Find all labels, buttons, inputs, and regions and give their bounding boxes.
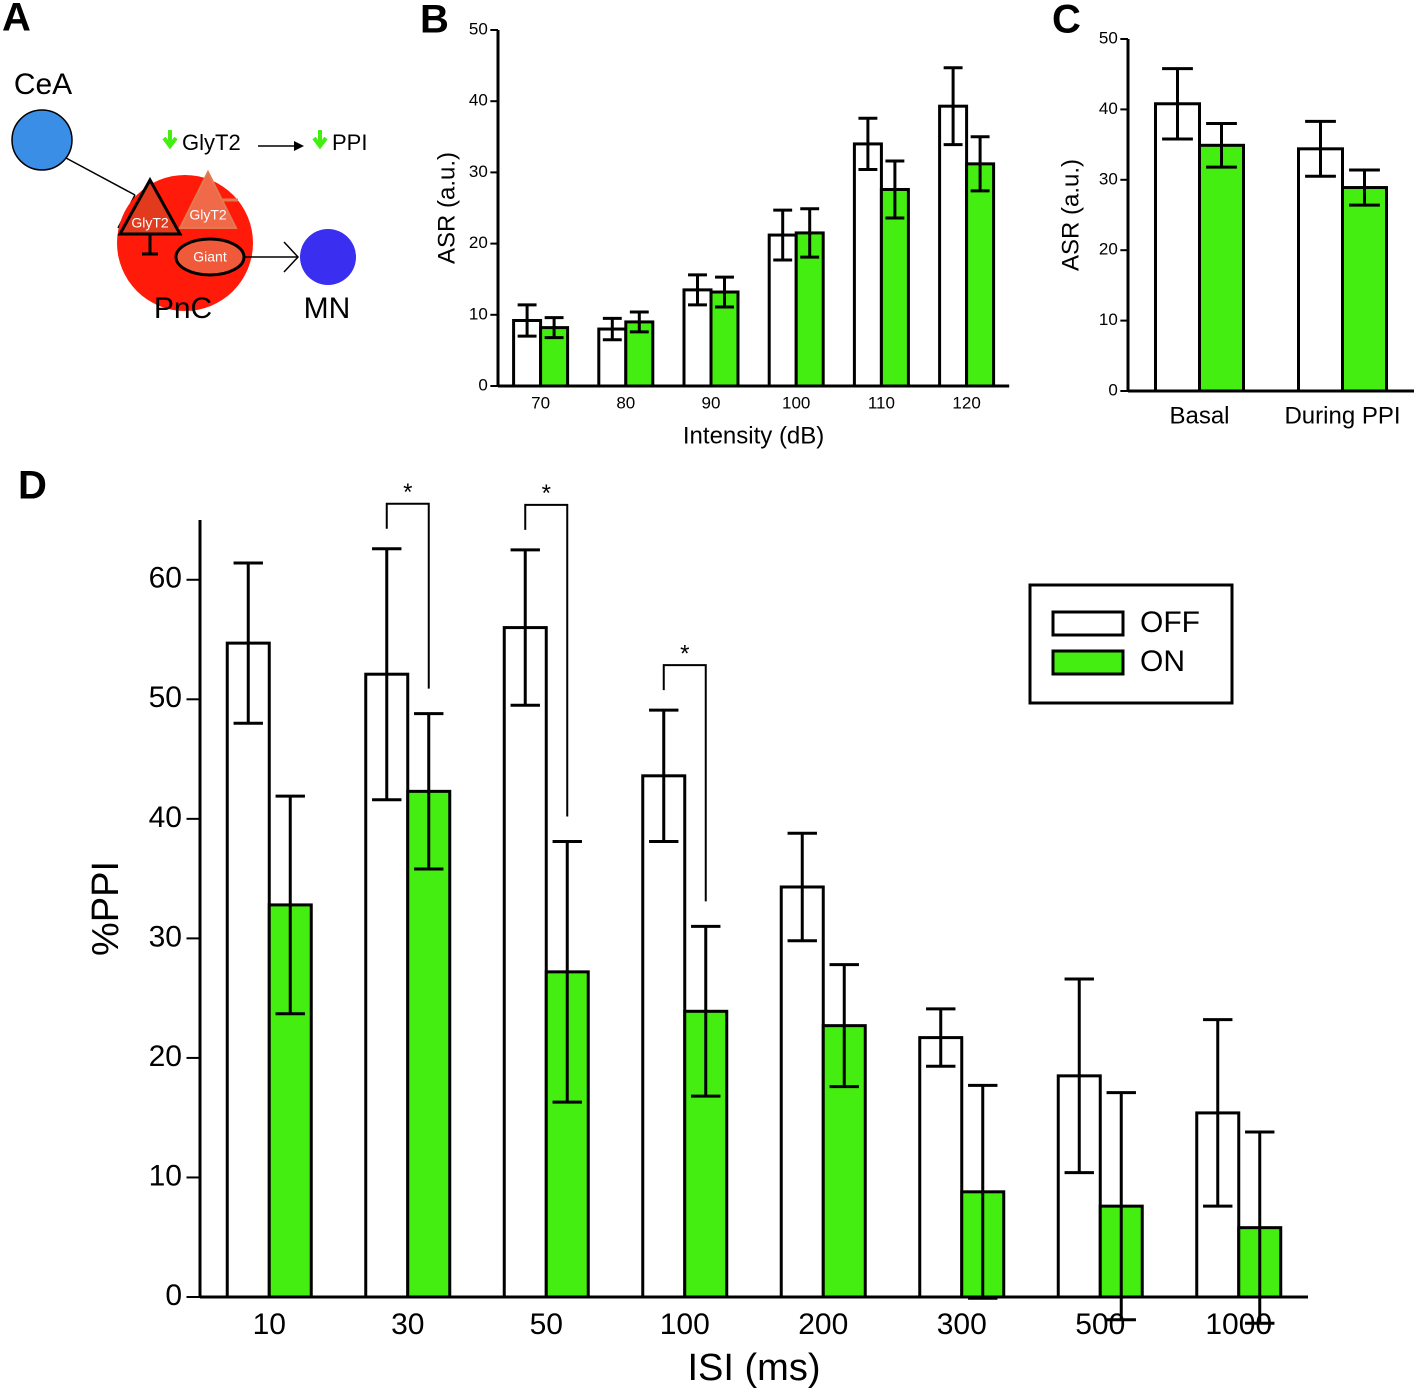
y-tick-label: 20 [149, 1040, 182, 1073]
y-tick-label: 20 [469, 233, 488, 252]
x-tick-label: Basal [1169, 402, 1229, 429]
legend-label: ON [1140, 645, 1185, 678]
bar [852, 142, 883, 388]
x-axis-label: Intensity (dB) [683, 422, 824, 449]
y-tick-label: 30 [469, 162, 488, 181]
bar [965, 162, 996, 388]
x-tick-label: 90 [702, 393, 721, 412]
arrow [294, 141, 304, 151]
node-label: PnC [154, 292, 212, 325]
bar [918, 1036, 964, 1299]
connection [65, 157, 136, 196]
annotation: PPI [332, 130, 367, 155]
panel-label: C [1052, 0, 1081, 42]
bar [502, 626, 548, 1299]
significance-label: * [403, 479, 412, 506]
y-tick-label: 0 [165, 1279, 182, 1312]
y-axis-label: ASR (a.u.) [433, 152, 460, 264]
x-axis-label: ISI (ms) [688, 1347, 821, 1389]
significance-bracket [524, 503, 569, 817]
bar [1297, 147, 1344, 393]
x-tick-label: 80 [616, 393, 635, 412]
y-tick-label: 50 [1099, 28, 1118, 47]
bar [406, 789, 452, 1299]
y-tick-label: 0 [478, 375, 487, 394]
x-tick-label: 500 [1075, 1308, 1125, 1341]
significance-bracket [385, 502, 430, 689]
bar [1341, 186, 1388, 393]
x-tick-label: 50 [530, 1308, 563, 1341]
node-label: GlyT2 [131, 215, 169, 231]
y-tick-label: 10 [149, 1159, 182, 1192]
bar [938, 104, 969, 388]
mn-node [300, 229, 356, 285]
legend-swatch [1051, 610, 1125, 637]
node-label: Giant [193, 249, 227, 265]
connection [283, 241, 300, 273]
bar [779, 885, 825, 1299]
y-tick-label: 60 [149, 562, 182, 595]
x-tick-label: 70 [531, 393, 550, 412]
y-tick-label: 30 [149, 920, 182, 953]
down-arrow [312, 130, 328, 150]
node-label: GlyT2 [189, 207, 227, 223]
y-tick-label: 40 [1099, 99, 1118, 118]
x-tick-label: During PPI [1284, 402, 1400, 429]
annotation: GlyT2 [182, 130, 241, 155]
cea-node [11, 109, 73, 171]
x-tick-label: 120 [952, 393, 980, 412]
legend-box [1028, 583, 1234, 705]
significance-bracket [662, 664, 707, 902]
y-tick-label: 10 [469, 304, 488, 323]
y-tick-label: 50 [149, 681, 182, 714]
bar [1198, 143, 1245, 393]
y-tick-label: 10 [1099, 310, 1118, 329]
y-tick-label: 40 [469, 91, 488, 110]
x-tick-label: 100 [782, 393, 810, 412]
legend-label: OFF [1140, 606, 1200, 639]
y-tick-label: 20 [1099, 240, 1118, 259]
y-tick-label: 40 [149, 801, 182, 834]
y-tick-label: 0 [1108, 380, 1117, 399]
panel-label: B [420, 0, 449, 42]
bar [641, 774, 687, 1299]
bar [225, 641, 271, 1299]
significance-label: * [680, 640, 689, 667]
x-tick-label: 200 [798, 1308, 848, 1341]
panel-label: D [18, 464, 47, 508]
x-tick-label: 10 [253, 1308, 286, 1341]
x-tick-label: 110 [868, 393, 895, 412]
bar [1154, 102, 1201, 393]
bar [879, 187, 910, 388]
x-tick-label: 100 [660, 1308, 710, 1341]
y-axis-label: ASR (a.u.) [1057, 159, 1084, 271]
y-tick-label: 50 [469, 19, 488, 38]
x-tick-label: 30 [391, 1308, 424, 1341]
panel-label: A [2, 0, 31, 40]
significance-label: * [542, 480, 551, 507]
y-axis-label: %PPI [85, 861, 127, 956]
x-tick-label: 300 [937, 1308, 987, 1341]
node-label: MN [304, 292, 351, 325]
down-arrow [162, 130, 178, 150]
node-label: CeA [14, 68, 72, 101]
y-tick-label: 30 [1099, 169, 1118, 188]
diagram: A CeA GlyT2 GlyT2 Giant PnC MN GlyT2 PPI [2, 0, 367, 325]
legend-swatch [1051, 649, 1125, 676]
